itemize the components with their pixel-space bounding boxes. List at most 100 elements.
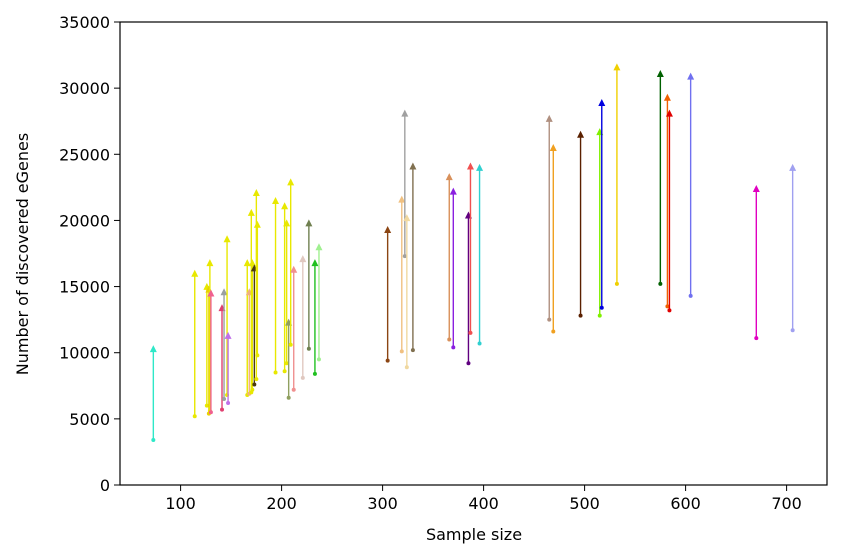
- segment-arrowhead: [398, 195, 406, 203]
- x-tick-label: 200: [266, 494, 297, 513]
- arrow-segment: [290, 265, 298, 392]
- arrow-segment: [613, 63, 621, 286]
- segment-arrowhead: [613, 63, 621, 71]
- segment-arrowhead: [253, 220, 261, 228]
- arrow-segment: [476, 163, 484, 346]
- arrow-segment: [687, 72, 695, 298]
- segment-arrowhead: [403, 214, 411, 222]
- arrow-segment: [656, 69, 664, 286]
- y-tick-label: 25000: [59, 145, 110, 164]
- segment-start-point: [288, 342, 293, 347]
- segment-start-point: [282, 369, 287, 374]
- plot-frame: [119, 21, 828, 486]
- x-tick-label: 100: [165, 494, 196, 513]
- segment-arrowhead: [243, 259, 251, 267]
- arrow-segment: [191, 269, 199, 419]
- segment-start-point: [385, 358, 390, 363]
- segment-start-point: [665, 304, 670, 309]
- segment-start-point: [688, 293, 693, 298]
- segment-arrowhead: [687, 72, 695, 80]
- arrow-segment: [281, 202, 289, 374]
- segment-arrowhead: [290, 265, 298, 273]
- segment-start-point: [578, 313, 583, 318]
- segment-start-point: [402, 254, 407, 259]
- arrow-segment: [449, 187, 457, 350]
- arrow-segment: [577, 130, 585, 318]
- segment-arrowhead: [311, 259, 319, 267]
- y-tick-label: 10000: [59, 344, 110, 363]
- segment-arrowhead: [315, 243, 323, 251]
- arrow-segment: [789, 163, 797, 333]
- segment-start-point: [291, 387, 296, 392]
- x-tick-label: 500: [569, 494, 600, 513]
- segment-start-point: [220, 407, 225, 412]
- segment-start-point: [599, 305, 604, 310]
- segment-start-point: [226, 400, 231, 405]
- segment-arrowhead: [466, 162, 474, 170]
- arrow-segment: [315, 243, 323, 362]
- segment-arrowhead: [224, 331, 232, 339]
- segment-start-point: [255, 353, 260, 358]
- segment-arrowhead: [401, 109, 409, 117]
- arrow-segment: [220, 288, 228, 402]
- segment-start-point: [468, 330, 473, 335]
- segment-start-point: [222, 397, 227, 402]
- segment-arrowhead: [476, 163, 484, 171]
- arrow-segment: [207, 289, 215, 415]
- y-axis-ticks: 0 5000 10000 15000 20000 25000 30000 35000: [59, 13, 120, 495]
- segment-start-point: [273, 370, 278, 375]
- segment-arrowhead: [206, 259, 214, 267]
- segment-start-point: [551, 329, 556, 334]
- x-tick-label: 700: [771, 494, 802, 513]
- segment-start-point: [451, 345, 456, 350]
- segment-arrowhead: [549, 144, 557, 152]
- arrow-segment: [149, 345, 157, 443]
- segment-arrowhead: [598, 99, 606, 107]
- segment-start-point: [597, 313, 602, 318]
- y-tick-label: 5000: [69, 410, 110, 429]
- segment-arrowhead: [223, 235, 231, 243]
- segment-start-point: [447, 337, 452, 342]
- segment-arrowhead: [577, 130, 585, 138]
- arrow-segment: [445, 173, 453, 342]
- arrow-segment: [545, 114, 553, 322]
- segment-start-point: [192, 414, 197, 419]
- x-axis-title: Sample size: [426, 525, 522, 544]
- segment-arrowhead: [663, 93, 671, 101]
- y-tick-label: 30000: [59, 79, 110, 98]
- segment-arrowhead: [449, 187, 457, 195]
- segment-start-point: [404, 365, 409, 370]
- arrow-segment: [409, 162, 417, 353]
- segment-arrowhead: [247, 208, 255, 216]
- segment-arrowhead: [665, 109, 673, 117]
- segment-arrowhead: [252, 189, 260, 197]
- segment-start-point: [250, 387, 255, 392]
- segment-arrowhead: [299, 255, 307, 263]
- y-tick-label: 35000: [59, 13, 110, 32]
- arrow-segment: [247, 208, 255, 395]
- arrow-segment: [272, 196, 280, 375]
- arrow-segment: [752, 185, 760, 341]
- segment-arrowhead: [248, 259, 256, 267]
- segment-arrowhead: [545, 114, 553, 122]
- y-tick-label: 20000: [59, 211, 110, 230]
- segment-arrowhead: [384, 226, 392, 234]
- arrow-segment: [549, 144, 557, 334]
- segment-start-point: [667, 308, 672, 313]
- segment-start-point: [658, 281, 663, 286]
- x-tick-label: 400: [468, 494, 499, 513]
- arrow-segment: [287, 178, 295, 347]
- segment-start-point: [312, 371, 317, 376]
- x-tick-label: 600: [670, 494, 701, 513]
- arrow-segment: [311, 259, 319, 376]
- arrow-segment: [663, 93, 671, 309]
- arrow-segment: [283, 219, 291, 366]
- y-tick-label: 15000: [59, 278, 110, 297]
- segment-start-point: [477, 341, 482, 346]
- arrow-segment: [398, 195, 406, 354]
- segment-start-point: [399, 349, 404, 354]
- segment-arrowhead: [149, 345, 157, 353]
- segment-start-point: [547, 317, 552, 322]
